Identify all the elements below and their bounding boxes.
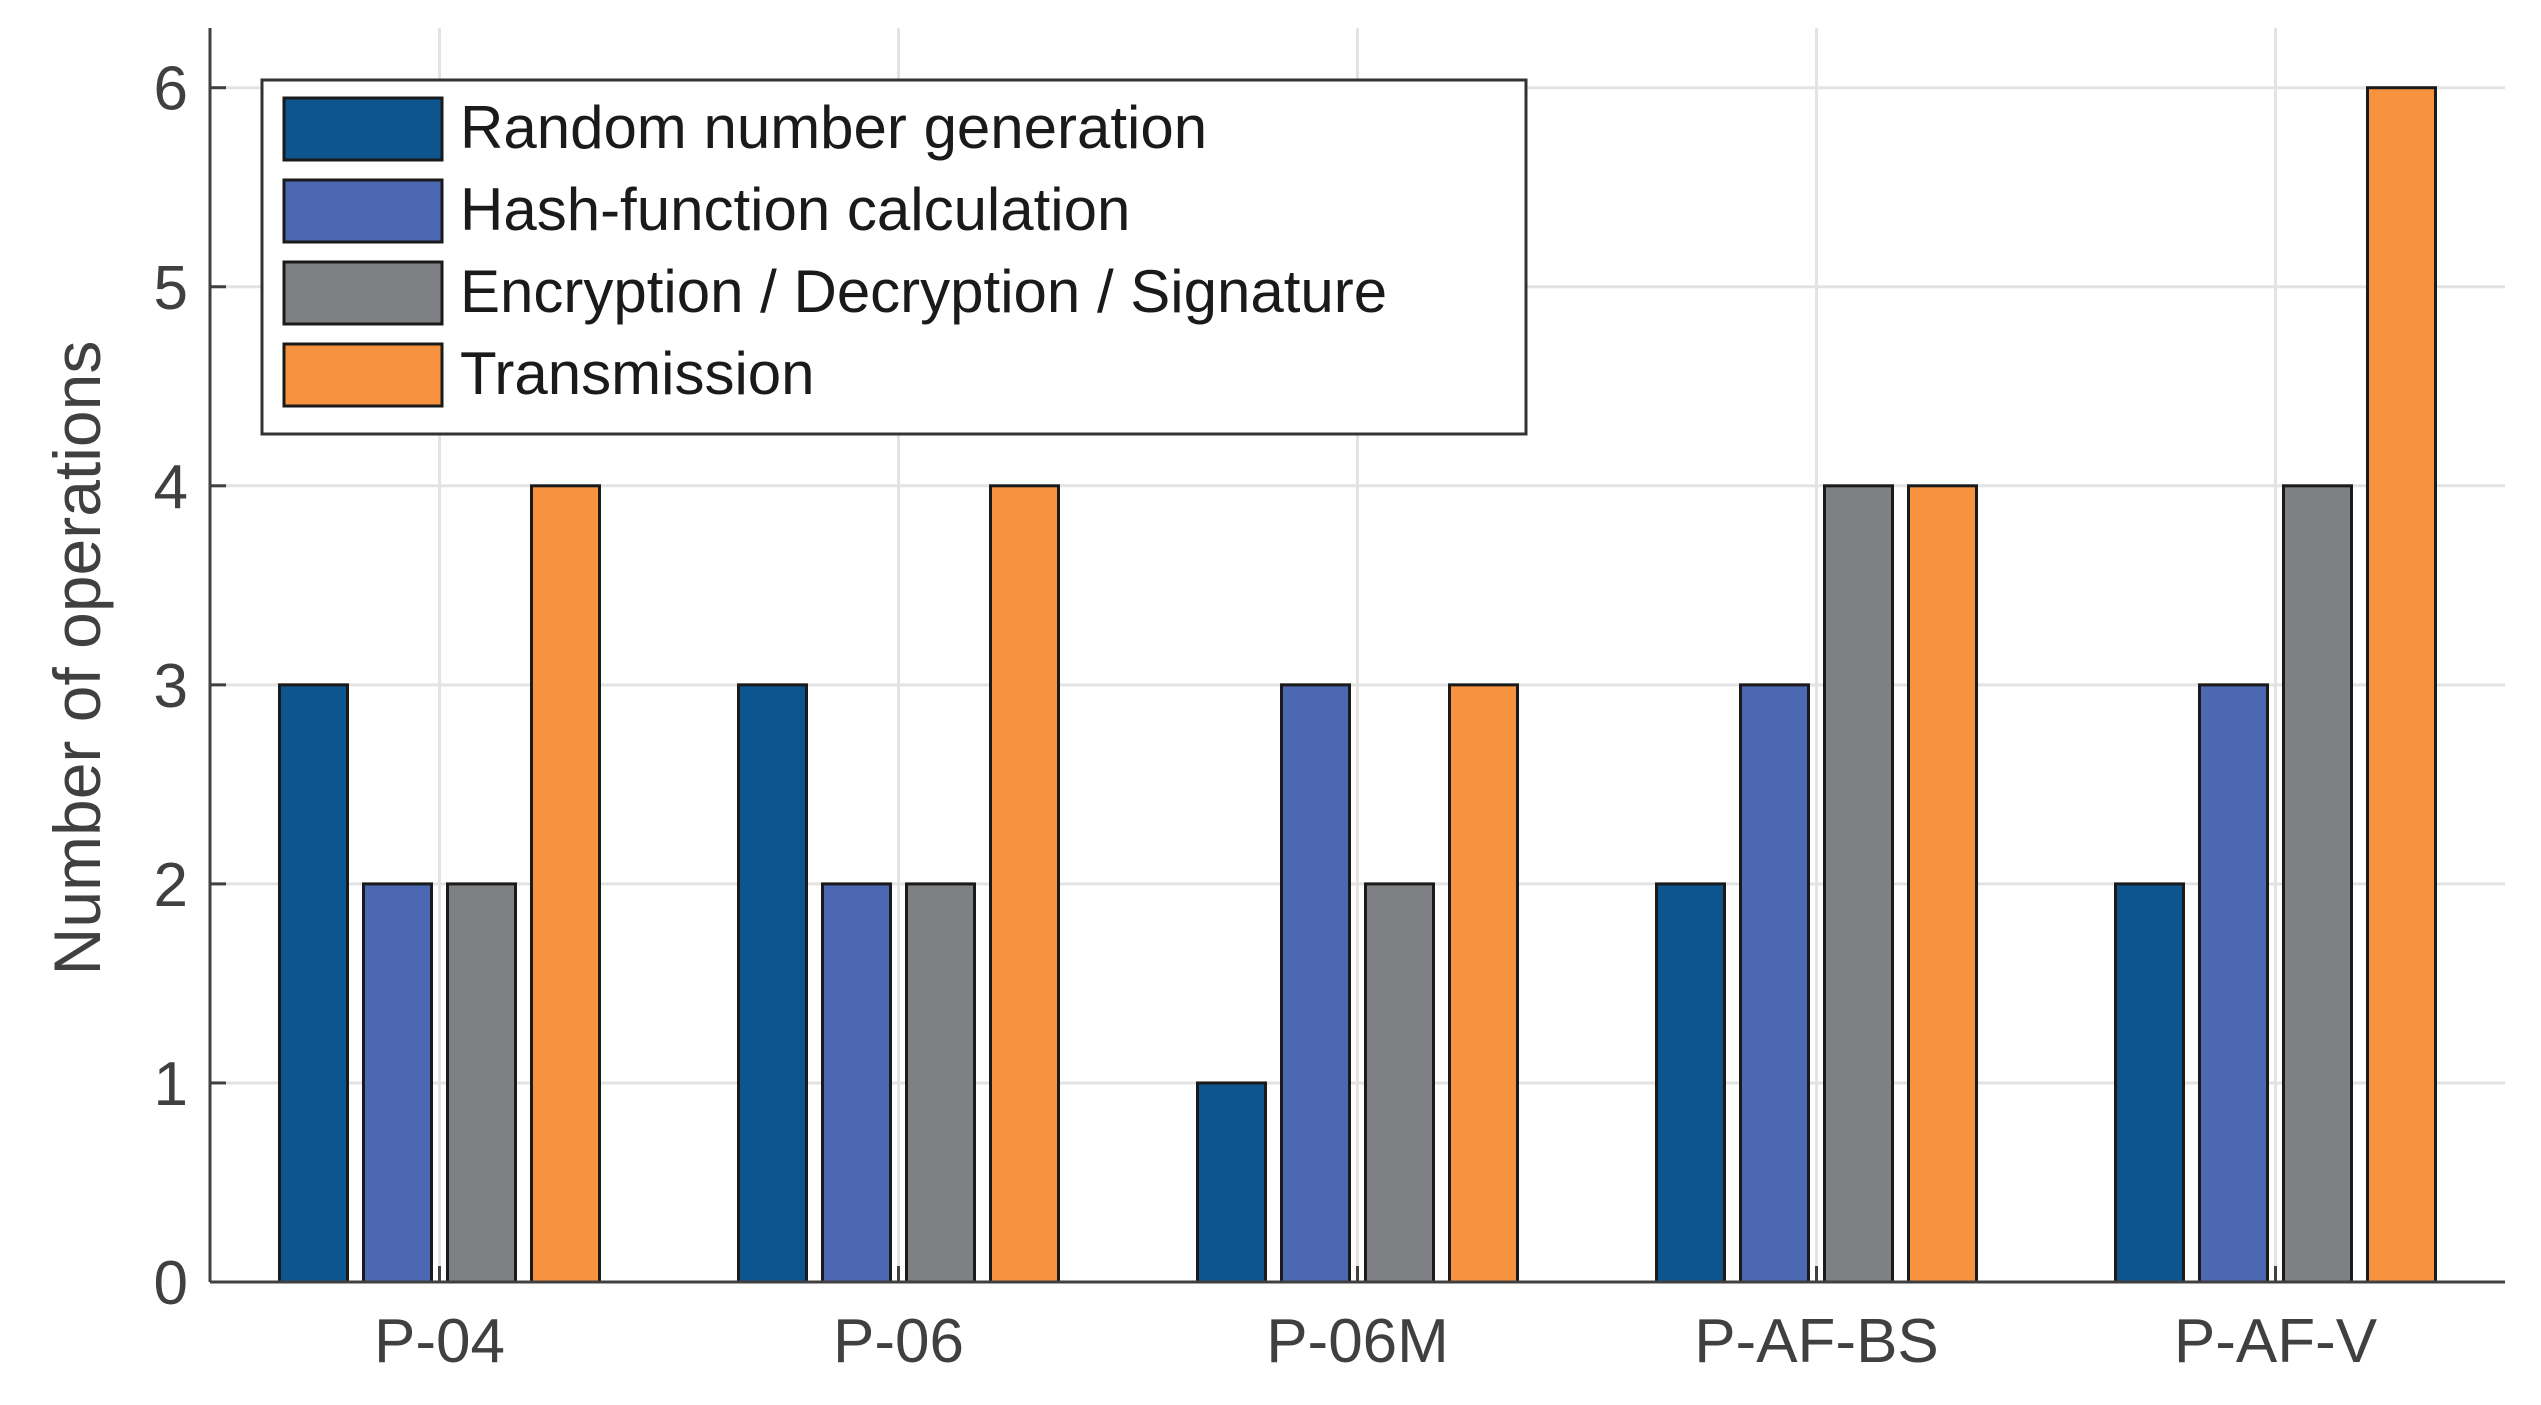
legend-swatch bbox=[282, 342, 444, 408]
bar bbox=[446, 882, 517, 1284]
bar bbox=[2366, 86, 2437, 1284]
y-tick-label: 2 bbox=[154, 851, 188, 920]
legend-label: Random number generation bbox=[460, 94, 1207, 161]
legend-label: Encryption / Decryption / Signature bbox=[460, 258, 1387, 325]
bar bbox=[1448, 683, 1519, 1284]
bar bbox=[1655, 882, 1726, 1284]
bar bbox=[2198, 683, 2269, 1284]
bar bbox=[1196, 1081, 1267, 1284]
legend-label: Hash-function calculation bbox=[460, 176, 1130, 243]
bar bbox=[1280, 683, 1351, 1284]
x-tick-label: P-AF-BS bbox=[1694, 1307, 1939, 1376]
bar bbox=[1907, 484, 1978, 1284]
x-tick-label: P-04 bbox=[374, 1307, 505, 1376]
legend-box bbox=[260, 78, 1528, 436]
bar bbox=[1823, 484, 1894, 1284]
bar bbox=[737, 683, 808, 1284]
bar bbox=[821, 882, 892, 1284]
bar bbox=[1739, 683, 1810, 1284]
y-tick-label: 6 bbox=[154, 55, 188, 124]
legend: Random number generation Hash-function ca… bbox=[260, 78, 1528, 436]
y-tick-label: 4 bbox=[154, 453, 188, 522]
x-tick-label: P-06M bbox=[1266, 1307, 1449, 1376]
y-tick-label: 1 bbox=[154, 1050, 188, 1119]
y-tick-label: 0 bbox=[154, 1249, 188, 1318]
y-tick-labels: 0 1 2 3 4 5 6 bbox=[154, 55, 188, 1318]
legend-swatch bbox=[282, 260, 444, 326]
bar bbox=[362, 882, 433, 1284]
bar bbox=[530, 484, 601, 1284]
y-tick-label: 5 bbox=[154, 254, 188, 323]
bar bbox=[905, 882, 976, 1284]
bar bbox=[2282, 484, 2353, 1284]
y-tick-label: 3 bbox=[154, 652, 188, 721]
bar bbox=[989, 484, 1060, 1284]
bar bbox=[2114, 882, 2185, 1284]
legend-swatch bbox=[282, 178, 444, 244]
x-tick-labels: P-04 P-06 P-06M P-AF-BS P-AF-V bbox=[374, 1307, 2378, 1376]
axes bbox=[208, 28, 2505, 1284]
x-tick-label: P-06 bbox=[833, 1307, 964, 1376]
y-axis-label: Number of operations bbox=[40, 341, 114, 976]
x-tick-label: P-AF-V bbox=[2174, 1307, 2378, 1376]
legend-swatch bbox=[282, 96, 444, 162]
bar bbox=[278, 683, 349, 1284]
bars bbox=[278, 86, 2437, 1284]
bar bbox=[1364, 882, 1435, 1284]
legend-label: Transmission bbox=[460, 340, 815, 407]
